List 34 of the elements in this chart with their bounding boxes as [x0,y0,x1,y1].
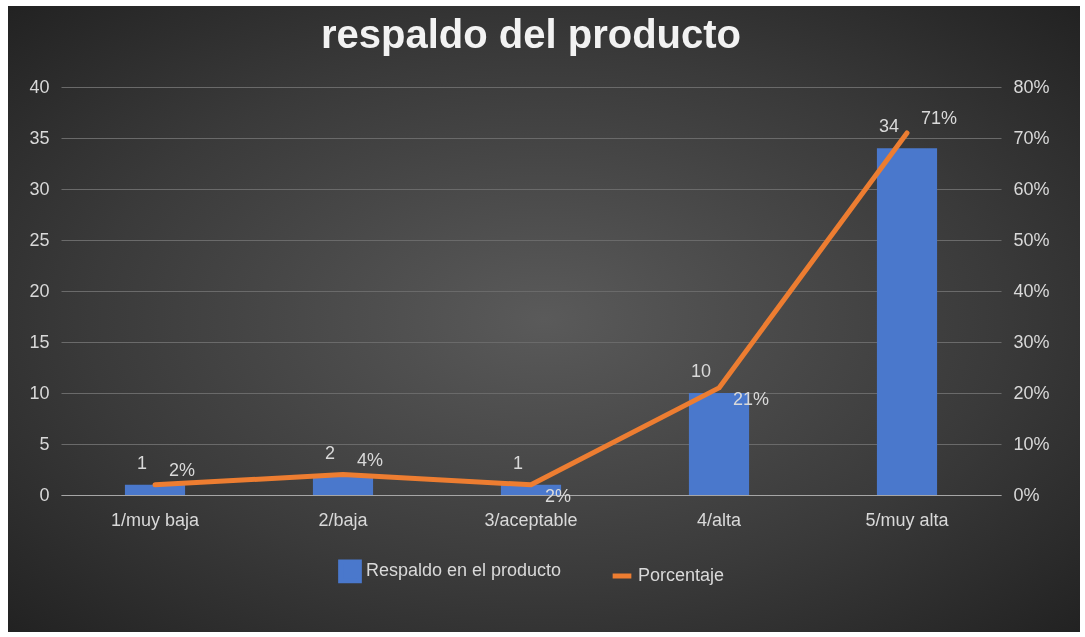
y-tick-label: 30 [29,178,50,199]
chart-title: respaldo del producto [320,12,742,56]
data-label: 1 [136,452,147,473]
y-tick-label: 15 [29,331,50,352]
y2-tick-label: 20% [1013,382,1050,403]
data-label: 1 [512,452,523,473]
x-tick-label: 5/muy alta [865,509,950,530]
data-label: 10 [690,361,711,381]
data-label: 34 [878,116,899,137]
y2-tick-label: 80% [1013,76,1050,97]
y-tick-label: 5 [39,433,50,454]
y-tick-label: 40 [29,76,50,97]
data-label: 4% [357,449,384,470]
x-tick-label: 4/alta [696,509,742,530]
y2-tick-label: 60% [1013,178,1050,199]
y2-tick-label: 50% [1013,229,1050,250]
y2-tick-label: 40% [1013,280,1050,301]
y-tick-label: 0 [39,484,50,505]
x-tick-label: 3/aceptable [484,509,578,530]
data-label: 71% [921,107,958,128]
legend-label: Porcentaje [638,565,725,585]
y-tick-label: 35 [29,127,50,148]
y2-tick-label: 70% [1013,127,1050,148]
legend-label: Respaldo en el producto [366,560,562,581]
x-tick-label: 2/baja [318,509,369,530]
y-tick-label: 25 [29,229,50,250]
y2-tick-label: 10% [1013,433,1050,454]
data-label: 2% [169,459,196,480]
y-tick-label: 20 [29,280,50,301]
y2-tick-label: 0% [1013,484,1040,505]
y2-tick-label: 30% [1013,331,1050,352]
y-tick-label: 10 [29,382,50,403]
data-label: 2 [324,442,335,463]
x-tick-label: 1/muy baja [110,509,201,530]
